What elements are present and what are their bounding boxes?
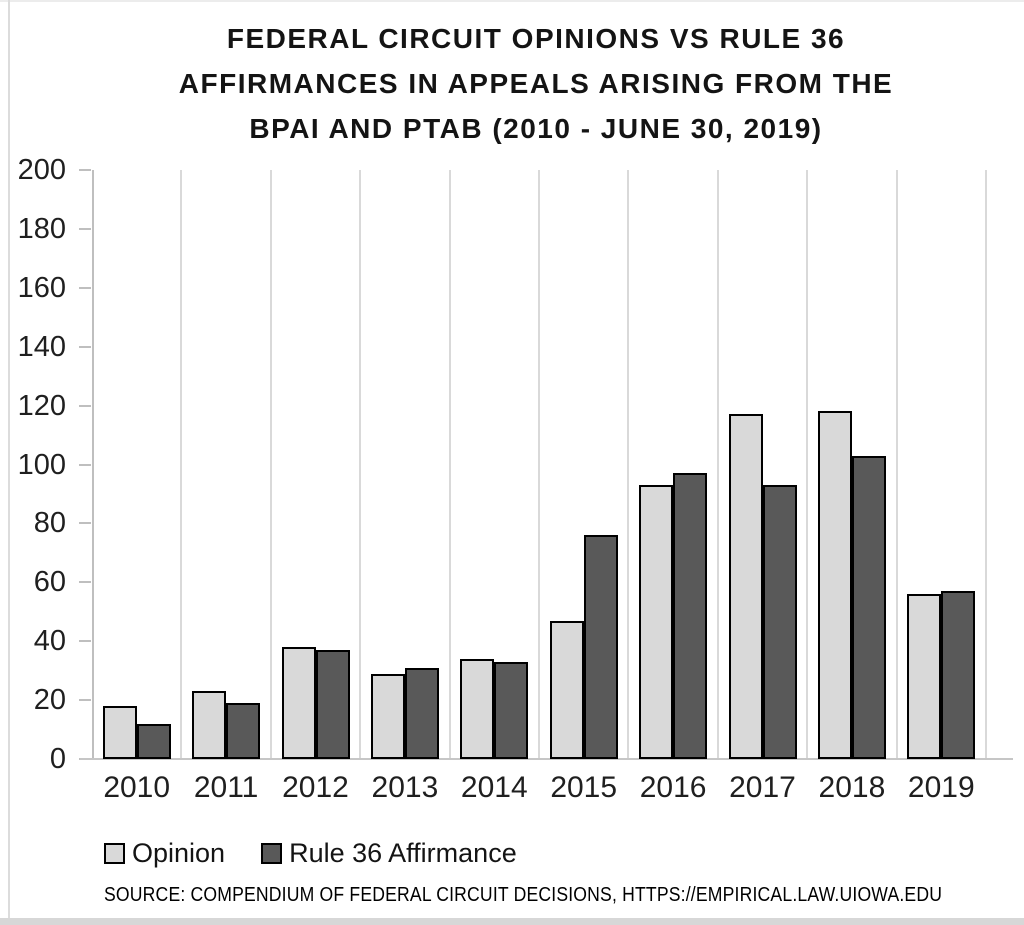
bar-rule36-affirmance-2014 [494, 662, 529, 759]
rule36-swatch-icon [261, 843, 283, 864]
y-axis-tick [79, 581, 91, 584]
y-tick-label-100: 100 [17, 448, 66, 481]
y-tick-label-140: 140 [17, 330, 66, 363]
y-axis-tick [79, 463, 91, 466]
plot-gridline [269, 170, 272, 759]
plot-gridline [448, 170, 451, 759]
bar-opinion-2012 [281, 647, 316, 759]
frame-bottom-edge [0, 918, 1024, 925]
y-axis-tick [79, 404, 91, 407]
bar-rule36-affirmance-2019 [941, 591, 976, 759]
y-tick-label-60: 60 [33, 566, 66, 599]
bar-rule36-affirmance-2010 [136, 724, 171, 759]
plot-gridline [180, 170, 183, 759]
legend-item-rule36: Rule 36 Affirmance [261, 838, 517, 869]
y-tick-label-40: 40 [33, 625, 66, 658]
bar-opinion-2014 [460, 659, 495, 759]
y-tick-label-200: 200 [17, 154, 66, 186]
x-tick-label-2019: 2019 [907, 771, 975, 804]
plot-gridline [716, 170, 719, 759]
bar-rule36-affirmance-2011 [226, 703, 261, 759]
bar-opinion-2018 [817, 411, 852, 759]
legend-label-rule36: Rule 36 Affirmance [289, 838, 517, 868]
bar-opinion-2011 [192, 691, 227, 759]
y-axis-tick [79, 345, 91, 348]
x-tick-label-2011: 2011 [193, 771, 259, 804]
bar-rule36-affirmance-2018 [851, 456, 886, 759]
chart-title: FEDERAL CIRCUIT OPINIONS VS RULE 36 AFFI… [60, 16, 1012, 151]
bar-opinion-2019 [907, 594, 942, 759]
legend-item-opinion: Opinion [104, 838, 225, 869]
chart-title-line-2: AFFIRMANCES IN APPEALS ARISING FROM THE [178, 68, 894, 99]
y-tick-label-160: 160 [17, 271, 66, 304]
x-axis-line [80, 758, 1013, 760]
legend-label-opinion: Opinion [132, 838, 226, 868]
legend: Opinion Rule 36 Affirmance [104, 838, 517, 869]
frame-top-edge [0, 0, 1024, 2]
opinion-swatch-icon [104, 843, 125, 864]
x-tick-label-2013: 2013 [371, 771, 439, 804]
chart-title-line-3: BPAI AND PTAB (2010 - JUNE 30, 2019) [249, 113, 823, 144]
plot-gridline [985, 170, 987, 759]
x-tick-label-2018: 2018 [818, 771, 886, 804]
bar-rule36-affirmance-2016 [673, 473, 708, 759]
bar-opinion-2017 [728, 414, 763, 759]
frame-left-edge [8, 0, 10, 918]
x-tick-label-2016: 2016 [639, 771, 707, 804]
bar-rule36-affirmance-2015 [583, 535, 618, 759]
x-tick-label-2015: 2015 [550, 771, 618, 804]
plot-gridline [627, 170, 630, 759]
plot-gridline [895, 170, 898, 759]
plot-gridline [538, 170, 540, 759]
plot-gridline [806, 170, 809, 759]
source-attribution: SOURCE: COMPENDIUM OF FEDERAL CIRCUIT DE… [104, 884, 943, 906]
y-axis-tick [79, 286, 91, 289]
x-tick-label-2012: 2012 [282, 771, 349, 804]
y-axis-tick [79, 227, 91, 230]
y-axis-line [92, 170, 94, 759]
x-tick-label-2017: 2017 [729, 771, 796, 804]
y-tick-label-80: 80 [33, 507, 66, 540]
y-axis-tick [79, 699, 91, 702]
bar-opinion-2015 [549, 621, 584, 759]
x-tick-label-2014: 2014 [460, 771, 528, 804]
y-tick-label-0: 0 [49, 743, 66, 775]
bar-opinion-2010 [102, 706, 137, 759]
bar-opinion-2016 [639, 485, 674, 759]
bar-rule36-affirmance-2013 [404, 668, 439, 759]
x-tick-label-2010: 2010 [103, 771, 171, 804]
y-axis-tick [79, 522, 91, 525]
bar-opinion-2013 [370, 674, 405, 759]
y-axis-tick [79, 640, 91, 643]
bar-rule36-affirmance-2017 [762, 485, 797, 759]
y-axis-tick [79, 169, 91, 171]
y-tick-label-180: 180 [17, 212, 66, 245]
y-tick-label-20: 20 [33, 684, 66, 717]
chart-title-line-1: FEDERAL CIRCUIT OPINIONS VS RULE 36 [226, 23, 846, 54]
y-tick-label-120: 120 [17, 389, 66, 422]
bar-rule36-affirmance-2012 [315, 650, 350, 759]
plot-gridline [359, 170, 362, 759]
